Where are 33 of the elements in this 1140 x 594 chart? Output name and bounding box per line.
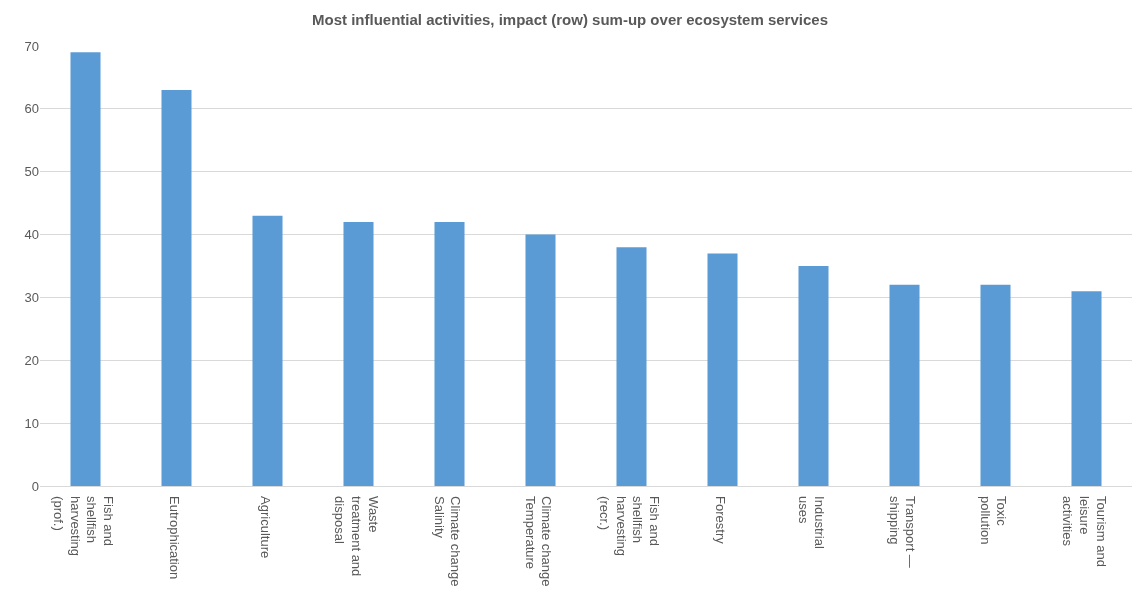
x-tick-label: Transport — shipping <box>886 496 919 568</box>
bar <box>707 253 738 486</box>
x-tick-label: Industrial uses <box>795 496 828 549</box>
bar <box>161 90 192 486</box>
x-tick-label: Climate change Salinity <box>431 496 464 587</box>
bar <box>616 247 647 486</box>
bar <box>343 222 374 486</box>
bar <box>70 52 101 486</box>
bar <box>980 284 1011 486</box>
bar <box>434 222 465 486</box>
y-tick-label: 50 <box>24 164 39 180</box>
y-tick-label: 10 <box>24 415 39 431</box>
y-tick-label: 60 <box>24 101 39 117</box>
x-tick-label: Toxic pollution <box>977 496 1010 545</box>
bar <box>252 215 283 486</box>
bar <box>889 284 920 486</box>
x-tick-label: Tourism and leisure activities <box>1060 496 1109 567</box>
x-tick-label: Climate change Temperature <box>522 496 555 587</box>
x-tick-label: Fish and shellfish harvesting (prof.) <box>50 496 117 557</box>
x-tick-label: Forestry <box>713 496 728 545</box>
chart-title: Most influential activities, impact (row) sum-up over ecosystem services <box>312 11 828 29</box>
bar <box>525 234 556 486</box>
x-tick-label: Agriculture <box>258 496 273 559</box>
bar <box>1071 291 1102 486</box>
x-tick-label: Eutrophication <box>167 496 182 580</box>
y-tick-label: 20 <box>24 352 39 368</box>
y-tick-label: 30 <box>24 289 39 305</box>
x-tick-label: Waste treatment and disposal <box>332 496 381 577</box>
x-tick-label: Fish and shellfish harvesting (recr.) <box>596 496 663 557</box>
y-tick-label: 70 <box>24 38 39 54</box>
y-tick-label: 0 <box>31 478 39 494</box>
y-tick-label: 40 <box>24 227 39 243</box>
bar <box>798 266 829 486</box>
